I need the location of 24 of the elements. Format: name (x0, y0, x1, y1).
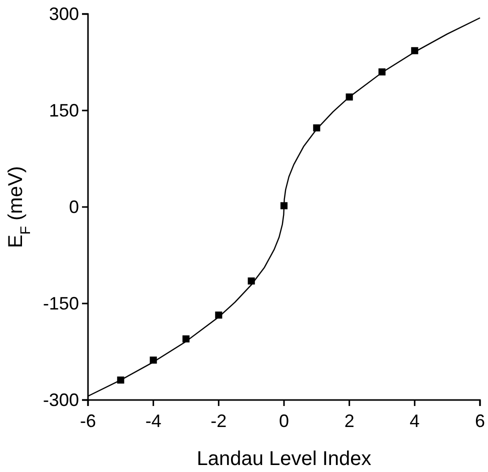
point (248, 277, 255, 285)
y-tick-label: 300 (48, 4, 79, 24)
x-tick-label: -6 (80, 411, 96, 431)
x-tick-label: -4 (145, 411, 162, 431)
point (378, 68, 386, 76)
x-axis-title: Landau Level Index (196, 448, 372, 470)
x-tick-label: 2 (344, 411, 354, 431)
point (280, 202, 288, 210)
y-tick-label: 150 (48, 100, 79, 120)
y-tick-label: -150 (42, 293, 79, 314)
point (117, 376, 124, 384)
point (313, 124, 320, 132)
point (411, 47, 418, 54)
point (346, 93, 353, 101)
x-tick-label: 6 (474, 411, 486, 431)
y-tick-label: 0 (68, 196, 79, 217)
x-tick-label: -2 (210, 411, 227, 431)
point (215, 312, 222, 319)
line-series (87, 17, 481, 397)
x-tick-label: 0 (278, 411, 290, 431)
y-tick-label: -300 (42, 390, 79, 410)
point (182, 335, 190, 342)
point (150, 356, 157, 364)
x-tick-label: 4 (410, 411, 420, 431)
